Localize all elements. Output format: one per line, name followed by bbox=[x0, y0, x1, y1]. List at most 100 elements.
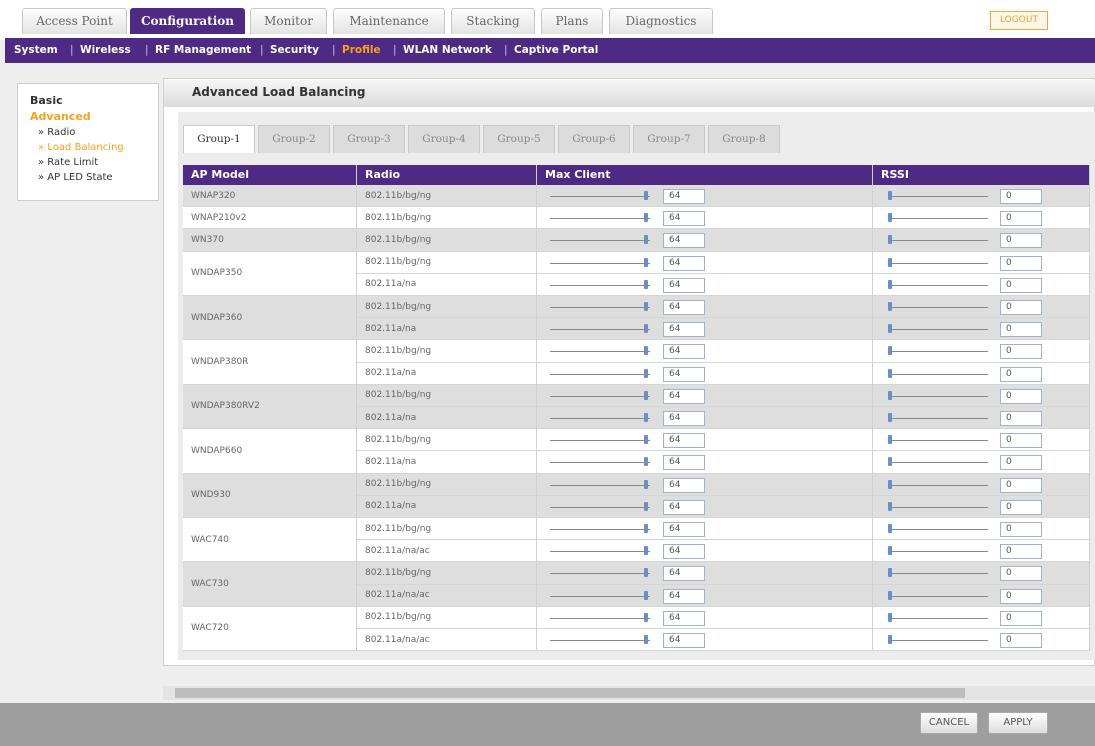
max-client-slider[interactable] bbox=[550, 617, 650, 619]
max-client-input[interactable]: 64 bbox=[663, 588, 705, 604]
max-client-slider[interactable] bbox=[550, 395, 650, 397]
apply-button[interactable]: APPLY bbox=[988, 712, 1048, 734]
slider-thumb[interactable] bbox=[644, 435, 648, 445]
rssi-slider[interactable] bbox=[888, 551, 988, 553]
max-client-input[interactable]: 64 bbox=[663, 566, 705, 582]
slider-thumb[interactable] bbox=[644, 368, 648, 378]
rssi-slider[interactable] bbox=[888, 218, 988, 220]
slider-thumb[interactable] bbox=[888, 479, 892, 489]
cancel-button[interactable]: CANCEL bbox=[920, 712, 978, 734]
sidebar-link[interactable]: » Rate Limit bbox=[38, 157, 99, 168]
max-client-input[interactable]: 64 bbox=[663, 388, 705, 404]
rssi-input[interactable]: 0 bbox=[1000, 322, 1042, 338]
max-client-input[interactable]: 64 bbox=[663, 433, 705, 449]
max-client-input[interactable]: 64 bbox=[663, 189, 705, 204]
slider-thumb[interactable] bbox=[888, 346, 892, 356]
rssi-slider[interactable] bbox=[888, 373, 988, 375]
slider-thumb[interactable] bbox=[644, 590, 648, 600]
slider-thumb[interactable] bbox=[644, 279, 648, 289]
max-client-input[interactable]: 64 bbox=[663, 366, 705, 382]
slider-thumb[interactable] bbox=[888, 324, 892, 334]
rssi-input[interactable]: 0 bbox=[1000, 499, 1042, 515]
group-tab[interactable]: Group-3 bbox=[333, 125, 405, 153]
group-tab[interactable]: Group-2 bbox=[258, 125, 330, 153]
slider-thumb[interactable] bbox=[888, 546, 892, 556]
rssi-input[interactable]: 0 bbox=[1000, 277, 1042, 293]
max-client-slider[interactable] bbox=[550, 218, 650, 220]
slider-thumb[interactable] bbox=[888, 590, 892, 600]
max-client-slider[interactable] bbox=[550, 196, 650, 197]
rssi-slider[interactable] bbox=[888, 462, 988, 464]
max-client-input[interactable]: 64 bbox=[663, 344, 705, 360]
rssi-input[interactable]: 0 bbox=[1000, 566, 1042, 582]
group-tab[interactable]: Group-5 bbox=[483, 125, 555, 153]
rssi-slider[interactable] bbox=[888, 418, 988, 419]
max-client-slider[interactable] bbox=[550, 595, 650, 597]
max-client-input[interactable]: 64 bbox=[663, 277, 705, 293]
max-client-input[interactable]: 64 bbox=[663, 499, 705, 515]
slider-thumb[interactable] bbox=[644, 213, 648, 223]
logout-button[interactable]: LOGOUT bbox=[990, 11, 1048, 30]
rssi-input[interactable]: 0 bbox=[1000, 522, 1042, 537]
group-tab[interactable]: Group-4 bbox=[408, 125, 480, 153]
rssi-input[interactable]: 0 bbox=[1000, 366, 1042, 382]
max-client-slider[interactable] bbox=[550, 529, 650, 530]
slider-thumb[interactable] bbox=[888, 501, 892, 511]
group-tab[interactable]: Group-8 bbox=[708, 125, 780, 153]
rssi-input[interactable]: 0 bbox=[1000, 455, 1042, 471]
rssi-slider[interactable] bbox=[888, 329, 988, 331]
max-client-slider[interactable] bbox=[550, 440, 650, 442]
max-client-slider[interactable] bbox=[550, 307, 650, 308]
top-tab[interactable]: Maintenance bbox=[333, 8, 445, 34]
max-client-input[interactable]: 64 bbox=[663, 411, 705, 426]
max-client-slider[interactable] bbox=[550, 462, 650, 464]
slider-thumb[interactable] bbox=[644, 524, 648, 533]
slider-thumb[interactable] bbox=[888, 612, 892, 622]
rssi-slider[interactable] bbox=[888, 640, 988, 641]
rssi-slider[interactable] bbox=[888, 351, 988, 353]
rssi-input[interactable]: 0 bbox=[1000, 233, 1042, 249]
slider-thumb[interactable] bbox=[888, 191, 892, 200]
scrollbar-thumb[interactable] bbox=[175, 688, 965, 698]
rssi-input[interactable]: 0 bbox=[1000, 388, 1042, 404]
rssi-slider[interactable] bbox=[888, 529, 988, 530]
rssi-slider[interactable] bbox=[888, 284, 988, 286]
max-client-input[interactable]: 64 bbox=[663, 633, 705, 648]
rssi-input[interactable]: 0 bbox=[1000, 411, 1042, 426]
rssi-input[interactable]: 0 bbox=[1000, 300, 1042, 315]
group-tab[interactable]: Group-6 bbox=[558, 125, 630, 153]
max-client-input[interactable]: 64 bbox=[663, 455, 705, 471]
sub-nav-link[interactable]: System bbox=[14, 44, 58, 56]
max-client-input[interactable]: 64 bbox=[663, 610, 705, 626]
rssi-slider[interactable] bbox=[888, 240, 988, 242]
top-tab[interactable]: Access Point bbox=[22, 8, 127, 34]
sidebar-link[interactable]: » Radio bbox=[38, 127, 76, 138]
slider-thumb[interactable] bbox=[644, 479, 648, 489]
rssi-input[interactable]: 0 bbox=[1000, 610, 1042, 626]
slider-thumb[interactable] bbox=[644, 191, 648, 200]
slider-thumb[interactable] bbox=[888, 435, 892, 445]
sidebar-advanced[interactable]: Advanced bbox=[30, 110, 91, 123]
slider-thumb[interactable] bbox=[888, 235, 892, 245]
max-client-slider[interactable] bbox=[550, 484, 650, 486]
max-client-slider[interactable] bbox=[550, 551, 650, 553]
max-client-input[interactable]: 64 bbox=[663, 211, 705, 227]
slider-thumb[interactable] bbox=[888, 257, 892, 267]
group-tab[interactable]: Group-7 bbox=[633, 125, 705, 153]
slider-thumb[interactable] bbox=[888, 457, 892, 467]
rssi-input[interactable]: 0 bbox=[1000, 633, 1042, 648]
max-client-slider[interactable] bbox=[550, 329, 650, 331]
slider-thumb[interactable] bbox=[888, 368, 892, 378]
slider-thumb[interactable] bbox=[644, 346, 648, 356]
sub-nav-link[interactable]: WLAN Network bbox=[403, 44, 492, 56]
slider-thumb[interactable] bbox=[644, 546, 648, 556]
slider-thumb[interactable] bbox=[644, 635, 648, 644]
max-client-slider[interactable] bbox=[550, 373, 650, 375]
rssi-slider[interactable] bbox=[888, 617, 988, 619]
slider-thumb[interactable] bbox=[644, 457, 648, 467]
rssi-input[interactable]: 0 bbox=[1000, 189, 1042, 204]
rssi-slider[interactable] bbox=[888, 506, 988, 508]
slider-thumb[interactable] bbox=[644, 612, 648, 622]
slider-thumb[interactable] bbox=[644, 390, 648, 400]
top-tab[interactable]: Configuration bbox=[130, 8, 245, 34]
